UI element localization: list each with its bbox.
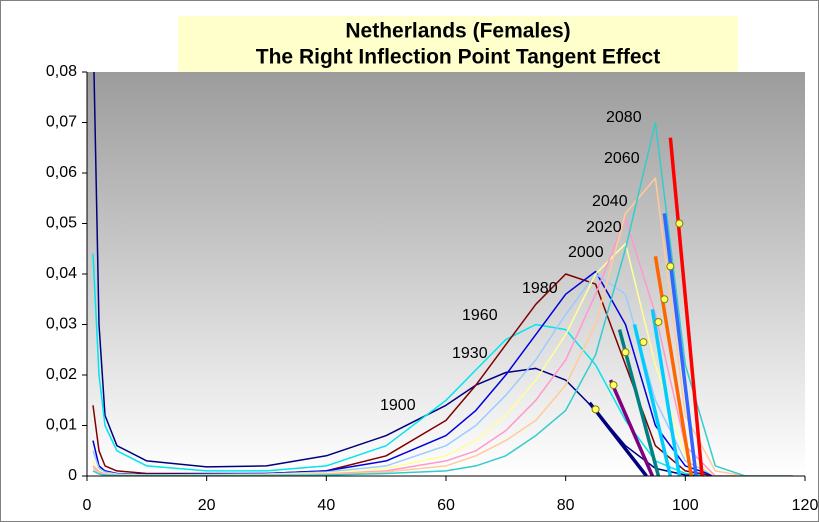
inflection-point: [675, 219, 684, 228]
inflection-point: [639, 338, 648, 347]
y-tick-label: 0,03: [46, 316, 77, 333]
tangent-line: [608, 379, 655, 476]
x-tick-label: 20: [198, 497, 216, 514]
plot-marks: [92, 72, 793, 476]
y-tick-label: 0,01: [46, 417, 77, 434]
series-label: 2000: [568, 244, 604, 261]
series-label: 2060: [604, 150, 640, 167]
tangent-line: [653, 256, 694, 476]
series-line: [92, 253, 793, 476]
series-label: 2040: [592, 193, 628, 210]
series-label: 1980: [522, 280, 558, 297]
series-label: 2020: [586, 219, 622, 236]
x-tick-label: 0: [83, 497, 92, 514]
series-label: 1930: [452, 345, 488, 362]
axis-labels: 00,010,020,030,040,050,060,070,080 20 40 60…: [46, 63, 819, 514]
inflection-point: [591, 405, 600, 414]
inflection-point: [621, 348, 630, 357]
x-tick-label: 60: [437, 497, 455, 514]
y-tick-label: 0,05: [46, 215, 77, 232]
x-tick-label: 100: [672, 497, 699, 514]
series-line: [92, 273, 793, 476]
x-tick-label: 40: [317, 497, 335, 514]
inflection-point: [660, 295, 669, 304]
tangent-line: [588, 401, 648, 476]
tangent-line: [650, 309, 682, 476]
tangent-line: [668, 137, 704, 476]
series-label: 1900: [380, 397, 416, 414]
y-tick-label: 0,07: [46, 114, 77, 131]
y-tick-label: 0,08: [46, 63, 77, 80]
chart-title: Netherlands (Females): [345, 20, 570, 43]
series-label: 1960: [462, 307, 498, 324]
series-label: 2080: [606, 109, 642, 126]
inflection-point: [654, 317, 663, 326]
tangent-line: [632, 324, 673, 476]
y-tick-label: 0: [68, 467, 77, 484]
title-box: [178, 16, 738, 72]
chart-subtitle: The Right Inflection Point Tangent Effec…: [256, 46, 660, 69]
inflection-point: [666, 262, 675, 271]
y-tick-label: 0,04: [46, 265, 77, 282]
plot-area: [87, 72, 805, 476]
x-tick-label: 120: [792, 497, 819, 514]
y-tick-label: 0,02: [46, 366, 77, 383]
tangent-line: [662, 213, 698, 476]
y-tick-label: 0,06: [46, 164, 77, 181]
inflection-point: [609, 381, 618, 390]
x-tick-label: 80: [557, 497, 575, 514]
